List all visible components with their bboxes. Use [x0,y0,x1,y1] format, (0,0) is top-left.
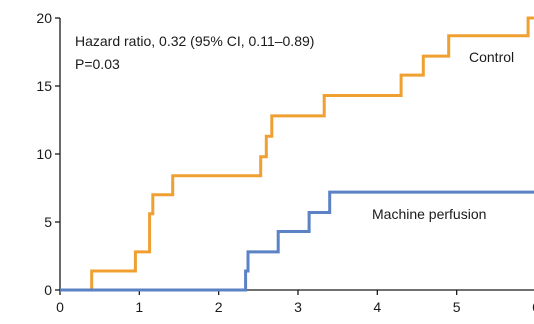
x-tick-label: 2 [215,299,223,315]
annotation-p-value: P=0.03 [75,56,120,72]
x-tick-label: 6 [532,299,534,315]
y-tick-label: 5 [44,214,52,230]
series-label-control: Control [469,49,514,65]
series-line-control [60,16,534,292]
x-tick-label: 3 [294,299,302,315]
y-tick-label: 20 [36,10,52,26]
y-tick-label: 15 [36,78,52,94]
series-label-machine-perfusion: Machine perfusion [372,206,486,222]
annotation-hazard-ratio: Hazard ratio, 0.32 (95% CI, 0.11–0.89) [75,33,314,49]
series-line-machine-perfusion [60,190,534,292]
x-tick-label: 0 [56,299,64,315]
y-tick-label: 0 [44,282,52,298]
x-tick-label: 4 [373,299,381,315]
x-tick-label: 5 [453,299,461,315]
x-tick-label: 1 [135,299,143,315]
y-tick-label: 10 [36,146,52,162]
series-layer [60,16,534,292]
